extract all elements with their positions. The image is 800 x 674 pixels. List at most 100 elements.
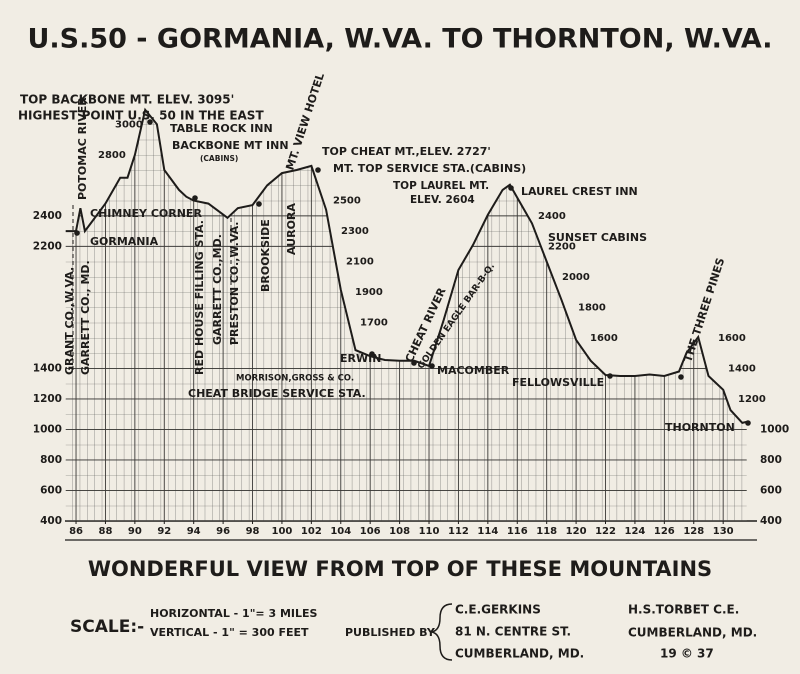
scale-label: SCALE:- — [70, 617, 144, 637]
elevation-label: 1800 — [578, 302, 606, 313]
place-dot — [607, 373, 613, 379]
x-tick-label: 100 — [272, 526, 293, 537]
x-tick-label: 130 — [713, 526, 734, 537]
caption: WONDERFUL VIEW FROM TOP OF THESE MOUNTAI… — [88, 557, 712, 581]
elevation-label: 1400 — [728, 363, 756, 374]
elevation-label: 1900 — [355, 287, 383, 298]
elevation-label: 2000 — [562, 272, 590, 283]
place-dot — [315, 167, 321, 173]
x-tick-label: 124 — [624, 526, 645, 537]
elevation-label: 2400 — [538, 211, 566, 222]
chart-title: U.S.50 - GORMANIA, W.VA. TO THORNTON, W.… — [27, 24, 772, 55]
y2-tick-label: 800 — [760, 454, 782, 466]
x-tick-label: 92 — [157, 526, 171, 537]
annotation: GORMANIA — [90, 235, 159, 248]
y-tick-label: 1000 — [33, 423, 62, 435]
annotation: TOP LAUREL MT. — [393, 180, 489, 192]
elevation-label: 1600 — [718, 333, 746, 344]
elevation-label: 2200 — [548, 241, 576, 252]
annotation: CHEAT BRIDGE SERVICE STA. — [188, 387, 366, 400]
engineer-line: H.S.TORBET C.E. — [628, 603, 739, 617]
place-dot — [147, 119, 153, 125]
x-tick-label: 118 — [536, 526, 557, 537]
place-dot — [192, 195, 198, 201]
place-dot — [411, 360, 417, 366]
annotation: BROOKSIDE — [259, 219, 272, 292]
annotation: MT. VIEW HOTEL — [283, 71, 327, 172]
scale-vertical: VERTICAL - 1" = 300 FEET — [150, 626, 309, 639]
y-tick-label: 600 — [40, 484, 62, 496]
y-tick-label: 1400 — [33, 362, 62, 374]
annotation: MACOMBER — [437, 364, 510, 377]
x-tick-label: 88 — [98, 526, 112, 537]
annotation: RED HOUSE FILLING STA. — [193, 220, 206, 375]
place-dot — [256, 201, 262, 207]
x-tick-label: 110 — [419, 526, 440, 537]
publisher-line: CUMBERLAND, MD. — [455, 647, 584, 661]
annotation: GARRETT CO., MD. — [79, 260, 92, 375]
annotation: GRANT CO.,W.VA. — [63, 267, 76, 375]
y2-tick-label: 600 — [760, 484, 782, 496]
place-dot — [745, 420, 751, 426]
annotation: POTOMAC RIVER — [76, 97, 89, 200]
x-tick-label: 90 — [128, 526, 142, 537]
annotation: ELEV. 2604 — [410, 194, 475, 206]
x-tick-label: 106 — [360, 526, 381, 537]
annotation: CHIMNEY CORNER — [90, 207, 202, 220]
annotation: HIGHEST POINT U.S. 50 IN THE EAST — [18, 109, 264, 123]
x-tick-label: 98 — [246, 526, 260, 537]
elevation-label: 1700 — [360, 318, 388, 329]
elevation-label: 1200 — [738, 394, 766, 405]
elevation-label: 2300 — [341, 226, 369, 237]
annotation: FELLOWSVILLE — [512, 376, 604, 389]
x-tick-label: 94 — [187, 526, 201, 537]
x-tick-label: 128 — [683, 526, 704, 537]
annotation: TOP BACKBONE MT. ELEV. 3095' — [20, 93, 234, 107]
copyright: 19 © 37 — [660, 647, 714, 661]
annotation: LAUREL CREST INN — [521, 185, 638, 198]
x-tick-label: 122 — [595, 526, 616, 537]
y-tick-label: 1200 — [33, 393, 62, 405]
y-tick-label: 800 — [40, 454, 62, 466]
annotation: MT. TOP SERVICE STA.(CABINS) — [333, 162, 526, 175]
place-dot — [508, 185, 514, 191]
x-tick-label: 112 — [448, 526, 469, 537]
elevation-label: 1600 — [590, 333, 618, 344]
annotation: PRESTON CO.,W.VA. — [228, 222, 241, 345]
publisher-line: 81 N. CENTRE ST. — [455, 625, 571, 639]
x-tick-label: 120 — [566, 526, 587, 537]
y2-tick-label: 1000 — [760, 423, 789, 435]
y-tick-label: 2400 — [33, 210, 62, 222]
annotation: ERWIN — [340, 352, 381, 365]
brace — [431, 603, 453, 661]
x-tick-label: 114 — [477, 526, 498, 537]
place-dot — [678, 374, 684, 380]
annotation: THORNTON — [665, 421, 735, 434]
x-tick-label: 104 — [330, 526, 351, 537]
x-tick-label: 108 — [389, 526, 410, 537]
publisher-line: C.E.GERKINS — [455, 603, 541, 617]
elevation-label: 2100 — [346, 257, 374, 268]
scale-horizontal: HORIZONTAL - 1"= 3 MILES — [150, 607, 318, 620]
x-tick-label: 96 — [216, 526, 230, 537]
elevation-label: 3000 — [115, 119, 143, 130]
x-tick-label: 86 — [69, 526, 83, 537]
engineer-line: CUMBERLAND, MD. — [628, 626, 757, 640]
profile-line — [65, 107, 747, 425]
elevation-label: 2800 — [98, 150, 126, 161]
x-tick-label: 126 — [654, 526, 675, 537]
publisher-label: PUBLISHED BY — [345, 626, 436, 639]
annotation: TOP CHEAT MT.,ELEV. 2727' — [322, 145, 491, 158]
annotation: SUNSET CABINS — [548, 231, 647, 244]
annotation: THE THREE PINES — [681, 256, 727, 364]
x-tick-label: 116 — [507, 526, 528, 537]
y-tick-label: 400 — [40, 515, 62, 527]
annotation: MORRISON,GROSS & CO. — [236, 374, 354, 384]
y2-tick-label: 400 — [760, 515, 782, 527]
annotation: BACKBONE MT INN — [172, 139, 289, 152]
annotation: (CABINS) — [200, 154, 238, 163]
place-dot — [429, 363, 435, 369]
place-dot — [369, 351, 375, 357]
place-dot — [74, 230, 80, 236]
